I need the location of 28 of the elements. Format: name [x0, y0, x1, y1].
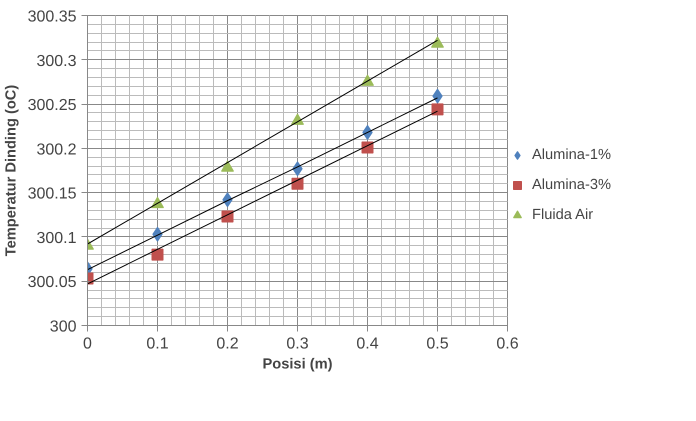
y-tick-label: 300.1 [36, 230, 77, 247]
x-tick-label: 0.4 [356, 336, 379, 352]
y-tick-label: 300.05 [28, 274, 77, 292]
y-tick-label: 300.2 [36, 141, 77, 158]
point [432, 103, 444, 116]
legend-label: Alumina-3% [532, 177, 612, 193]
point [152, 248, 164, 261]
x-tick-label: 0.1 [146, 336, 169, 352]
x-tick-label: 0.2 [216, 336, 239, 352]
x-tick-label: 0.5 [426, 336, 449, 352]
legend-label: Alumina-1% [532, 147, 612, 163]
y-tick-label: 300 [50, 318, 77, 336]
x-tick-label: 0.3 [286, 336, 309, 352]
point [362, 141, 374, 154]
point [222, 210, 234, 223]
legend-label: Fluida Air [532, 207, 594, 223]
x-tick-label: 0.6 [496, 336, 519, 352]
point [221, 160, 234, 172]
y-tick-label: 300.25 [28, 97, 77, 114]
y-axis-title: Temperatur Dinding (oC) [4, 84, 20, 256]
y-tick-label: 300.35 [28, 8, 77, 26]
x-axis-title: Posisi (m) [262, 356, 333, 372]
point [432, 88, 443, 104]
point [292, 178, 304, 190]
x-tick-label: 0 [83, 336, 92, 352]
y-tick-label: 300.3 [36, 52, 77, 70]
y-tick-label: 300.15 [28, 186, 77, 203]
point [431, 36, 444, 48]
